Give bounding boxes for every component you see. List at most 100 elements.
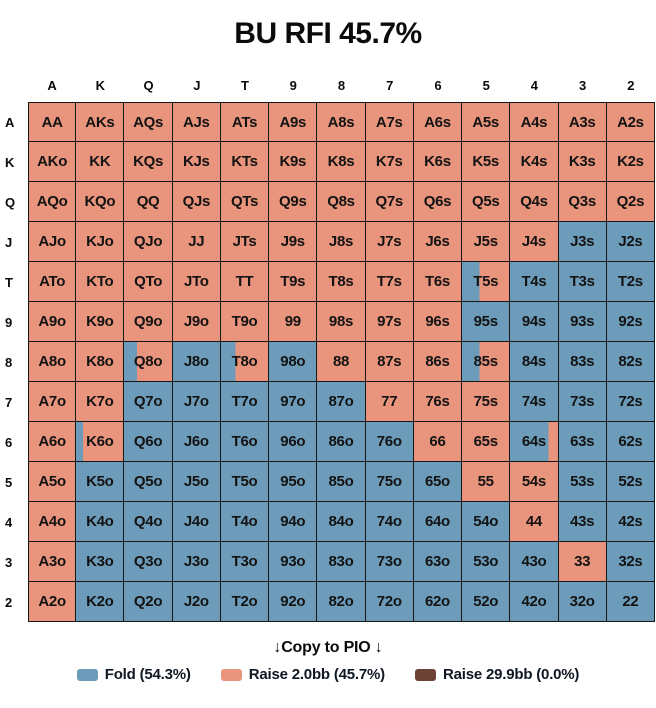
grid-cell-J3s[interactable]: J3s <box>558 222 607 262</box>
grid-cell-A9s[interactable]: A9s <box>269 102 318 142</box>
grid-cell-K8o[interactable]: K8o <box>76 342 125 382</box>
grid-cell-86o[interactable]: 86o <box>317 422 366 462</box>
grid-cell-AQo[interactable]: AQo <box>28 182 77 222</box>
grid-cell-T9o[interactable]: T9o <box>220 302 270 342</box>
grid-cell-82o[interactable]: 82o <box>317 582 366 622</box>
grid-cell-J8s[interactable]: J8s <box>317 222 366 262</box>
grid-cell-76o[interactable]: 76o <box>365 422 414 462</box>
grid-cell-54o[interactable]: 54o <box>462 502 511 542</box>
grid-cell-KJo[interactable]: KJo <box>76 222 125 262</box>
grid-cell-J2o[interactable]: J2o <box>172 582 221 622</box>
grid-cell-J9s[interactable]: J9s <box>269 222 318 262</box>
grid-cell-74s[interactable]: 74s <box>510 382 559 422</box>
grid-cell-83s[interactable]: 83s <box>558 342 607 382</box>
grid-cell-K3o[interactable]: K3o <box>76 542 125 582</box>
grid-cell-83o[interactable]: 83o <box>317 542 366 582</box>
grid-cell-Q4o[interactable]: Q4o <box>124 502 173 542</box>
grid-cell-J2s[interactable]: J2s <box>606 222 655 262</box>
grid-cell-KTs[interactable]: KTs <box>220 142 270 182</box>
grid-cell-J6o[interactable]: J6o <box>172 422 221 462</box>
grid-cell-Q8o[interactable]: Q8o <box>124 342 173 382</box>
grid-cell-A8o[interactable]: A8o <box>28 342 77 382</box>
grid-cell-J5o[interactable]: J5o <box>172 462 221 502</box>
grid-cell-T3o[interactable]: T3o <box>220 542 270 582</box>
grid-cell-TT[interactable]: TT <box>220 262 270 302</box>
grid-cell-76s[interactable]: 76s <box>413 382 463 422</box>
grid-cell-J7s[interactable]: J7s <box>365 222 414 262</box>
grid-cell-Q9s[interactable]: Q9s <box>269 182 318 222</box>
grid-cell-QJs[interactable]: QJs <box>172 182 221 222</box>
grid-cell-93s[interactable]: 93s <box>558 302 607 342</box>
grid-cell-K7o[interactable]: K7o <box>76 382 125 422</box>
grid-cell-Q5s[interactable]: Q5s <box>462 182 511 222</box>
grid-cell-99[interactable]: 99 <box>269 302 318 342</box>
grid-cell-T5s[interactable]: T5s <box>462 262 511 302</box>
grid-cell-K9s[interactable]: K9s <box>269 142 318 182</box>
grid-cell-A3o[interactable]: A3o <box>28 542 77 582</box>
grid-cell-AJo[interactable]: AJo <box>28 222 77 262</box>
grid-cell-J9o[interactable]: J9o <box>172 302 221 342</box>
grid-cell-53s[interactable]: 53s <box>558 462 607 502</box>
grid-cell-JJ[interactable]: JJ <box>172 222 221 262</box>
grid-cell-T9s[interactable]: T9s <box>269 262 318 302</box>
grid-cell-64s[interactable]: 64s <box>510 422 559 462</box>
grid-cell-A9o[interactable]: A9o <box>28 302 77 342</box>
grid-cell-66[interactable]: 66 <box>413 422 463 462</box>
grid-cell-A6s[interactable]: A6s <box>413 102 463 142</box>
grid-cell-95o[interactable]: 95o <box>269 462 318 502</box>
grid-cell-43s[interactable]: 43s <box>558 502 607 542</box>
grid-cell-A4o[interactable]: A4o <box>28 502 77 542</box>
grid-cell-87o[interactable]: 87o <box>317 382 366 422</box>
grid-cell-54s[interactable]: 54s <box>510 462 559 502</box>
grid-cell-J8o[interactable]: J8o <box>172 342 221 382</box>
grid-cell-97o[interactable]: 97o <box>269 382 318 422</box>
grid-cell-ATo[interactable]: ATo <box>28 262 77 302</box>
grid-cell-KQo[interactable]: KQo <box>76 182 125 222</box>
grid-cell-AJs[interactable]: AJs <box>172 102 221 142</box>
grid-cell-Q2o[interactable]: Q2o <box>124 582 173 622</box>
grid-cell-52s[interactable]: 52s <box>606 462 655 502</box>
grid-cell-K2s[interactable]: K2s <box>606 142 655 182</box>
grid-cell-K2o[interactable]: K2o <box>76 582 125 622</box>
grid-cell-Q7o[interactable]: Q7o <box>124 382 173 422</box>
grid-cell-A7s[interactable]: A7s <box>365 102 414 142</box>
grid-cell-73o[interactable]: 73o <box>365 542 414 582</box>
grid-cell-T7o[interactable]: T7o <box>220 382 270 422</box>
grid-cell-J4s[interactable]: J4s <box>510 222 559 262</box>
grid-cell-T5o[interactable]: T5o <box>220 462 270 502</box>
copy-to-pio-button[interactable]: ↓Copy to PIO ↓ <box>273 639 383 656</box>
grid-cell-A4s[interactable]: A4s <box>510 102 559 142</box>
grid-cell-88[interactable]: 88 <box>317 342 366 382</box>
grid-cell-65s[interactable]: 65s <box>462 422 511 462</box>
grid-cell-QJo[interactable]: QJo <box>124 222 173 262</box>
grid-cell-A3s[interactable]: A3s <box>558 102 607 142</box>
grid-cell-Q6o[interactable]: Q6o <box>124 422 173 462</box>
grid-cell-KQs[interactable]: KQs <box>124 142 173 182</box>
grid-cell-64o[interactable]: 64o <box>413 502 463 542</box>
grid-cell-Q2s[interactable]: Q2s <box>606 182 655 222</box>
grid-cell-A2o[interactable]: A2o <box>28 582 77 622</box>
grid-cell-A7o[interactable]: A7o <box>28 382 77 422</box>
grid-cell-72s[interactable]: 72s <box>606 382 655 422</box>
grid-cell-K5s[interactable]: K5s <box>462 142 511 182</box>
grid-cell-98s[interactable]: 98s <box>317 302 366 342</box>
grid-cell-95s[interactable]: 95s <box>462 302 511 342</box>
grid-cell-92s[interactable]: 92s <box>606 302 655 342</box>
grid-cell-93o[interactable]: 93o <box>269 542 318 582</box>
grid-cell-Q7s[interactable]: Q7s <box>365 182 414 222</box>
grid-cell-32o[interactable]: 32o <box>558 582 607 622</box>
grid-cell-K6s[interactable]: K6s <box>413 142 463 182</box>
grid-cell-33[interactable]: 33 <box>558 542 607 582</box>
grid-cell-85s[interactable]: 85s <box>462 342 511 382</box>
grid-cell-42o[interactable]: 42o <box>510 582 559 622</box>
grid-cell-T4o[interactable]: T4o <box>220 502 270 542</box>
grid-cell-97s[interactable]: 97s <box>365 302 414 342</box>
grid-cell-QTs[interactable]: QTs <box>220 182 270 222</box>
grid-cell-JTs[interactable]: JTs <box>220 222 270 262</box>
grid-cell-98o[interactable]: 98o <box>269 342 318 382</box>
grid-cell-T8s[interactable]: T8s <box>317 262 366 302</box>
grid-cell-AKs[interactable]: AKs <box>76 102 125 142</box>
grid-cell-A5s[interactable]: A5s <box>462 102 511 142</box>
grid-cell-44[interactable]: 44 <box>510 502 559 542</box>
grid-cell-T7s[interactable]: T7s <box>365 262 414 302</box>
